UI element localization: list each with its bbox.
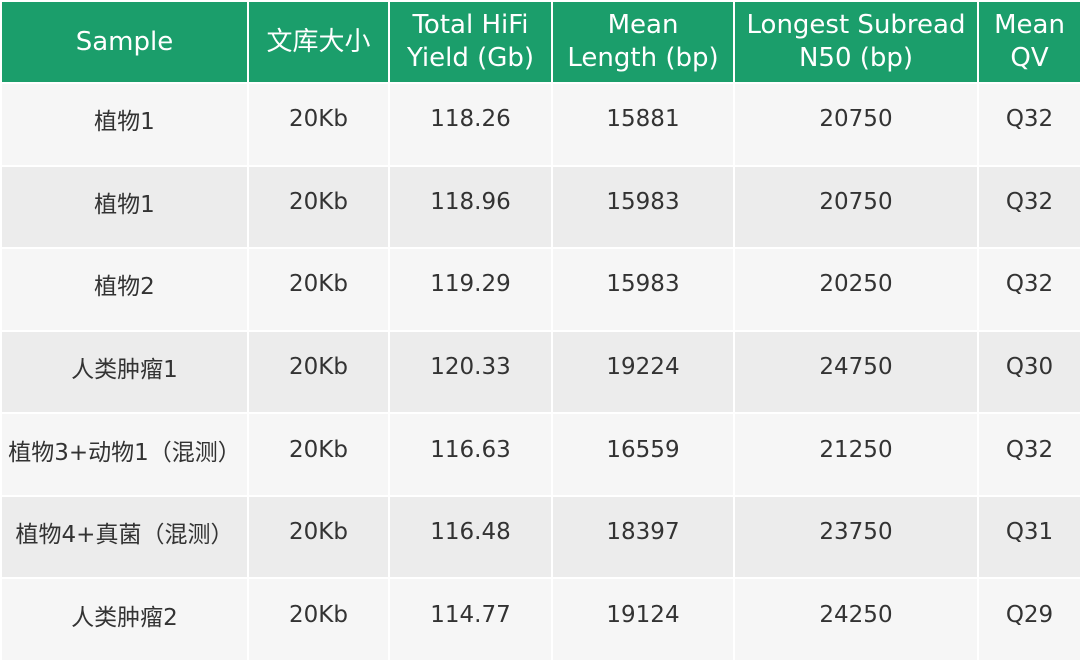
table-row: 植物3+动物1（混测） 20Kb 116.63 16559 21250 Q32 [0, 412, 1080, 497]
table-cell: 20Kb [247, 82, 390, 167]
header-cell: 文库大小 [247, 0, 390, 84]
table-cell: 116.63 [388, 412, 553, 497]
table-cell: 114.77 [388, 577, 553, 662]
table-cell: 植物2 [0, 247, 249, 332]
table-row: 植物2 20Kb 119.29 15983 20250 Q32 [0, 247, 1080, 332]
table-cell: 21250 [733, 412, 979, 497]
table-cell: 15983 [551, 247, 735, 332]
table-cell: 118.26 [388, 82, 553, 167]
table-cell: Q32 [977, 164, 1080, 250]
header-text: N50 (bp) [798, 43, 914, 73]
header-cell: Sample [0, 0, 249, 84]
header-cell: Mean Length (bp) [551, 0, 735, 84]
table-cell: 20Kb [247, 577, 390, 662]
header-text: Yield (Gb) [406, 43, 535, 73]
table-cell: 119.29 [388, 247, 553, 332]
table-row: 人类肿瘤1 20Kb 120.33 19224 24750 Q30 [0, 329, 1080, 415]
table-cell: 15881 [551, 82, 735, 167]
table-cell: 16559 [551, 412, 735, 497]
header-text: Mean [607, 10, 679, 40]
header-row: Sample 文库大小 Total HiFi Yield (Gb) Mean Length… [0, 0, 1080, 84]
table-cell: 18397 [551, 494, 735, 580]
table-row: 植物1 20Kb 118.96 15983 20750 Q32 [0, 164, 1080, 250]
table-cell: 19124 [551, 577, 735, 662]
table-cell: Q32 [977, 82, 1080, 167]
table-cell: 120.33 [388, 329, 553, 415]
header-cell: Total HiFi Yield (Gb) [388, 0, 553, 84]
table-body: 植物1 20Kb 118.26 15881 20750 Q32 植物1 20Kb 118.96 1… [0, 82, 1080, 662]
header-text: Length (bp) [567, 43, 719, 73]
header-text: Mean [994, 10, 1065, 40]
table-cell: 19224 [551, 329, 735, 415]
header-cell: Longest Subread N50 (bp) [733, 0, 979, 84]
header-cell: Mean QV [977, 0, 1080, 84]
header-text: 文库大小 [266, 26, 371, 57]
table-cell: 20Kb [247, 247, 390, 332]
table-cell: 24250 [733, 577, 979, 662]
table-cell: 15983 [551, 164, 735, 250]
table-cell: 20Kb [247, 412, 390, 497]
table-cell: Q29 [977, 577, 1080, 662]
header-text: QV [1010, 43, 1049, 73]
header-text: Longest Subread [746, 10, 966, 40]
table-cell: 24750 [733, 329, 979, 415]
table-cell: 20250 [733, 247, 979, 332]
header-text: Total HiFi [412, 10, 529, 40]
table-row: 人类肿瘤2 20Kb 114.77 19124 24250 Q29 [0, 577, 1080, 662]
table-cell: 20Kb [247, 164, 390, 250]
header-text: Sample [75, 26, 174, 57]
table-row: 植物1 20Kb 118.26 15881 20750 Q32 [0, 82, 1080, 167]
table-cell: 人类肿瘤1 [0, 329, 249, 415]
table-cell: 20Kb [247, 494, 390, 580]
table-cell: 20750 [733, 82, 979, 167]
table-cell: Q32 [977, 412, 1080, 497]
table-cell: Q32 [977, 247, 1080, 332]
table-cell: 植物1 [0, 164, 249, 250]
table-cell: Q31 [977, 494, 1080, 580]
table-cell: 20750 [733, 164, 979, 250]
table-cell: 23750 [733, 494, 979, 580]
table-row: 植物4+真菌（混测） 20Kb 116.48 18397 23750 Q31 [0, 494, 1080, 580]
table-cell: 植物3+动物1（混测） [0, 412, 249, 497]
table-cell: 植物4+真菌（混测） [0, 494, 249, 580]
table-cell: 人类肿瘤2 [0, 577, 249, 662]
table-cell: 116.48 [388, 494, 553, 580]
table-cell: 118.96 [388, 164, 553, 250]
table-cell: 植物1 [0, 82, 249, 167]
table-cell: 20Kb [247, 329, 390, 415]
table-cell: Q30 [977, 329, 1080, 415]
